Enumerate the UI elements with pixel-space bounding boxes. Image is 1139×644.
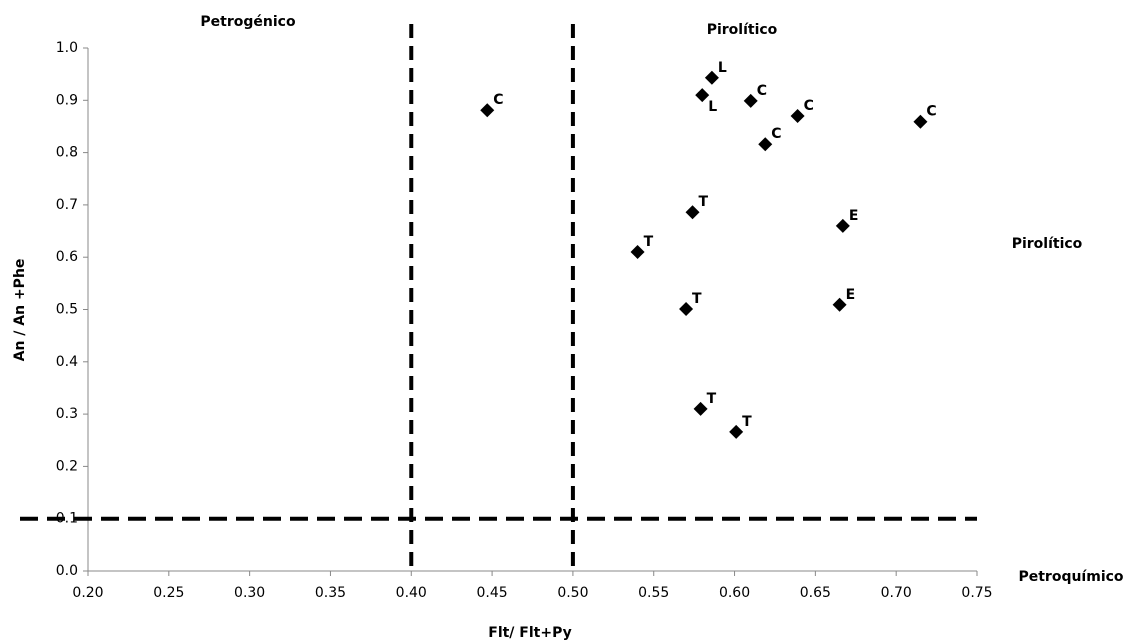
point-label: C: [771, 126, 781, 142]
point: [743, 93, 758, 108]
point-label: T: [644, 234, 654, 250]
x-tick-label: 0.20: [72, 585, 103, 601]
point-label: T: [692, 291, 702, 307]
x-axis-label: Flt/ Flt+Py: [488, 625, 571, 641]
annotation: Pirolítico: [1012, 236, 1083, 252]
point: [685, 205, 700, 220]
y-tick-label: 0.9: [56, 92, 78, 108]
point: [693, 401, 708, 416]
annotation: Petrogénico: [200, 14, 296, 30]
point-label: T: [742, 414, 752, 430]
point-label: C: [804, 98, 814, 114]
annotation: Pirolítico: [707, 22, 778, 38]
y-tick-label: 0.8: [56, 145, 78, 161]
point: [480, 103, 495, 118]
y-tick-label: 0.4: [56, 354, 78, 370]
y-tick-label: 0.3: [56, 406, 78, 422]
point-label: C: [493, 92, 503, 108]
x-tick-label: 0.35: [315, 585, 346, 601]
point: [758, 137, 773, 152]
x-tick-label: 0.30: [234, 585, 265, 601]
point-label: L: [708, 99, 717, 115]
y-tick-label: 0.5: [56, 302, 78, 318]
x-tick-label: 0.60: [719, 585, 750, 601]
point: [630, 244, 645, 259]
x-tick-label: 0.75: [961, 585, 992, 601]
y-tick-label: 1.0: [56, 40, 78, 56]
y-axis-label: An / An +Phe: [12, 259, 28, 362]
point-label: C: [926, 104, 936, 120]
y-tick-label: 0.0: [56, 563, 78, 579]
point-label: T: [707, 391, 717, 407]
point: [835, 218, 850, 233]
annotation: Petroquímico: [1018, 569, 1123, 585]
point: [790, 108, 805, 123]
y-tick-label: 0.7: [56, 197, 78, 213]
point: [729, 424, 744, 439]
point: [704, 70, 719, 85]
x-tick-label: 0.25: [153, 585, 184, 601]
point-label: C: [757, 83, 767, 99]
x-tick-label: 0.65: [800, 585, 831, 601]
point-label: E: [846, 287, 856, 303]
point-label: E: [849, 208, 859, 224]
point: [679, 301, 694, 316]
point-label: L: [718, 60, 727, 76]
x-tick-label: 0.70: [881, 585, 912, 601]
x-tick-label: 0.50: [557, 585, 588, 601]
y-tick-label: 0.6: [56, 249, 78, 265]
point-label: T: [699, 194, 709, 210]
y-tick-label: 0.2: [56, 458, 78, 474]
x-tick-label: 0.45: [477, 585, 508, 601]
point: [695, 88, 710, 103]
point: [832, 297, 847, 312]
x-tick-label: 0.55: [638, 585, 669, 601]
x-tick-label: 0.40: [396, 585, 427, 601]
point: [913, 114, 928, 129]
y-tick-label: 0.1: [56, 511, 78, 527]
